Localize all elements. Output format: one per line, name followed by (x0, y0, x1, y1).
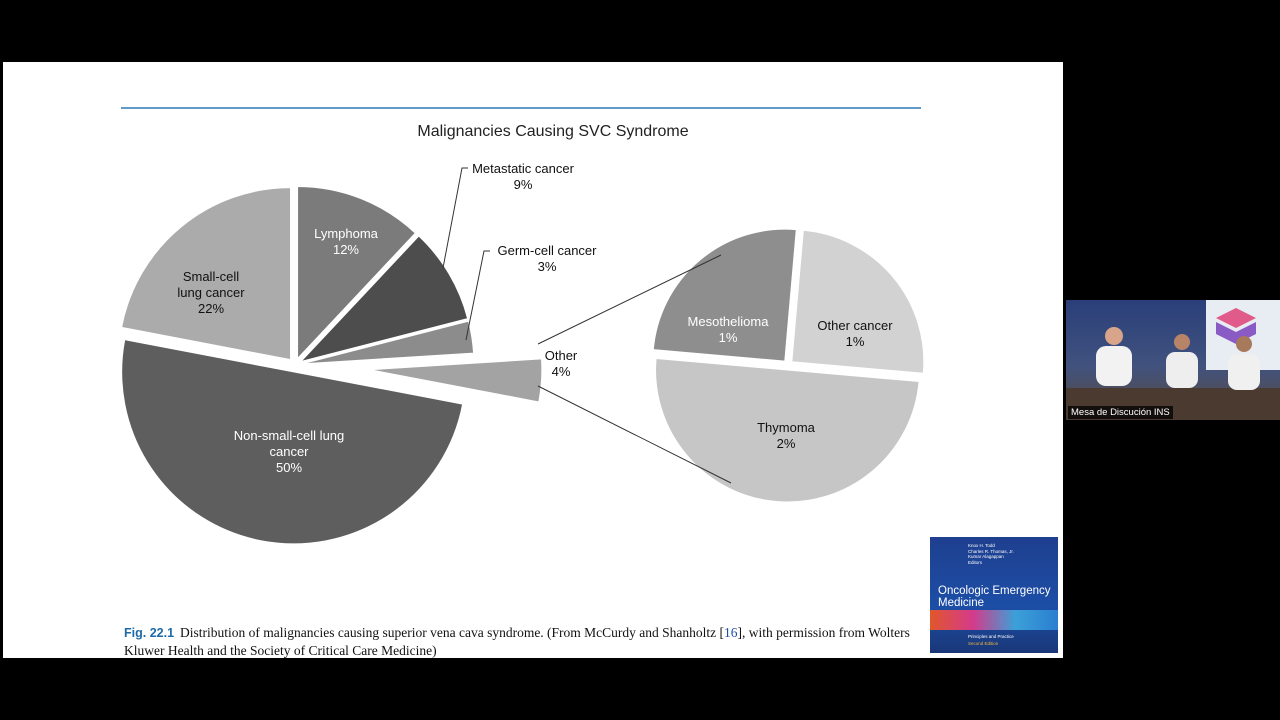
category-label: Thymoma (757, 420, 815, 435)
leader-line (537, 385, 732, 484)
author: Knox H. Todd (968, 543, 995, 548)
category-label: Non-small-cell lung cancer (233, 428, 345, 459)
reference[interactable]: 16 (724, 625, 738, 640)
book-subtitle: Principles and Practice (968, 634, 1014, 639)
category-label: Other (544, 348, 578, 363)
editors: Editors (968, 559, 983, 565)
value-label: 3% (537, 259, 557, 274)
leader-line (465, 250, 490, 341)
value-label: 2% (776, 436, 796, 451)
video-tile[interactable]: Mesa de Discución INS (1066, 300, 1280, 420)
author: Charles R. Thomas, Jr. (968, 548, 1014, 554)
chart: Malignancies Causing SVC Syndrome (120, 107, 925, 545)
book-band (930, 610, 1058, 630)
slice-label: Lymphoma 12% (314, 226, 378, 258)
participant-label: Mesa de Discución INS (1068, 406, 1173, 419)
slice-label: Thymoma 2% (757, 420, 815, 452)
value-label: 4% (551, 364, 571, 379)
book-cover: Knox H. Todd Charles R. Thomas, Jr. Kumar … (930, 537, 1058, 653)
category-label: Other cancer (817, 318, 893, 333)
figure-label: Fig. 22.1 (124, 626, 175, 640)
category-label: Germ-cell cancer (497, 243, 597, 258)
author: Kumar Alagappan (968, 554, 1004, 559)
pie-slice (120, 187, 292, 361)
pie-slice (299, 235, 469, 363)
value-label: 1% (718, 330, 738, 345)
slice-label: Other cancer 1% (817, 318, 892, 350)
pie-slice (121, 339, 464, 545)
value-label: 1% (845, 334, 865, 349)
leader-line (537, 254, 722, 345)
value-label: 9% (513, 177, 533, 192)
caption: Fig. 22.1 Distribution of malignancies ca… (124, 624, 929, 659)
pie-slice (655, 357, 920, 503)
video-scene (1066, 300, 1280, 420)
slice-label: Germ-cell cancer 3% (498, 243, 597, 275)
caption-text: Distribution of malignancies causing sup… (180, 625, 725, 640)
category-label: Mesothelioma (687, 314, 769, 329)
caption-text: ], with permission from Wolters Kluwer H… (124, 625, 910, 658)
value-label: 12% (332, 242, 360, 257)
book-authors: Knox H. Todd Charles R. Thomas, Jr. Kumar … (968, 543, 1014, 565)
book-title: Oncologic Emergency Medicine (938, 585, 1051, 609)
slice-label: Non-small-cell lung cancer 50% (224, 428, 354, 476)
slice-label: Metastatic cancer 9% (472, 161, 574, 193)
slice-label: Small-cell lung cancer 22% (171, 269, 251, 317)
pie-slice (297, 185, 417, 360)
category-label: Small-cell lung cancer (177, 269, 245, 300)
pie-slice (301, 320, 475, 365)
pie-slice (791, 229, 925, 374)
chart-title: Malignancies Causing SVC Syndrome (417, 123, 688, 140)
slice-label: Other 4% (545, 348, 578, 380)
slide: Malignancies Causing SVC Syndrome Lympho… (3, 62, 1063, 658)
slice-label: Mesothelioma 1% (688, 314, 769, 346)
value-label: 50% (275, 460, 303, 475)
value-label: 22% (197, 301, 225, 316)
book-edition: Second Edition (968, 641, 999, 646)
category-label: Lymphoma (314, 226, 378, 241)
category-label: Metastatic cancer (472, 161, 574, 176)
pie-slice (652, 228, 797, 362)
pie-slice (369, 358, 543, 403)
leader-line (442, 167, 468, 269)
